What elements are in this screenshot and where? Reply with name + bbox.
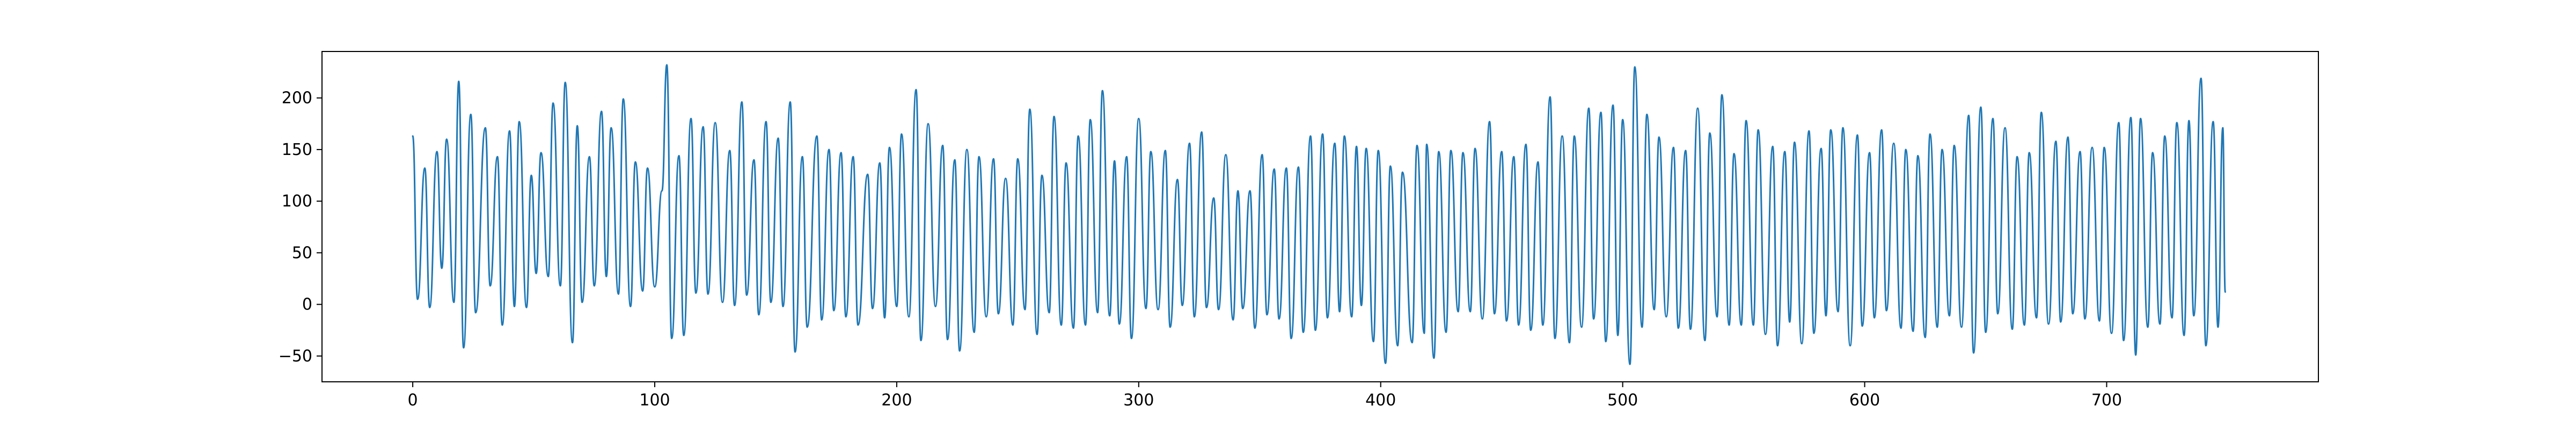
x-tick-label: 300 [1123, 391, 1154, 410]
y-tick-label: −50 [279, 347, 312, 366]
x-tick-label: 500 [1607, 391, 1638, 410]
plot-area [412, 64, 2226, 365]
y-tick-label: 200 [282, 89, 312, 108]
y-axis-ticks: −50 0 50 100 150 200 [279, 89, 322, 366]
x-tick-label: 600 [1849, 391, 1880, 410]
x-tick-label: 100 [639, 391, 670, 410]
x-tick-label: 400 [1365, 391, 1396, 410]
y-tick-label: 150 [282, 140, 312, 159]
axes-frame [321, 51, 2319, 382]
x-tick-label: 0 [408, 391, 418, 410]
x-tick-label: 700 [2091, 391, 2122, 410]
y-tick-label: 50 [292, 243, 312, 262]
x-axis-ticks: 0 100 200 300 400 500 600 700 [408, 382, 2122, 410]
y-tick-label: 0 [302, 295, 312, 314]
series-line [412, 64, 2226, 365]
x-tick-label: 200 [881, 391, 912, 410]
y-tick-label: 100 [282, 192, 312, 211]
